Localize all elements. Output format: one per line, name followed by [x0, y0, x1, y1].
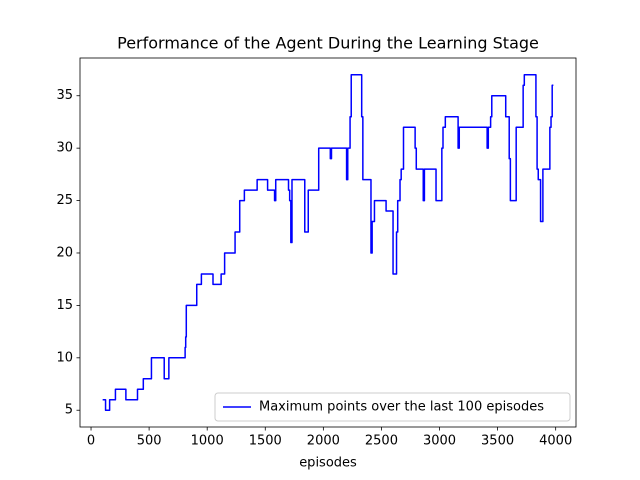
legend-label: Maximum points over the last 100 episode…	[259, 400, 544, 415]
chart-title: Performance of the Agent During the Lear…	[117, 34, 539, 53]
x-tick-label: 1000	[191, 434, 224, 449]
legend-box	[214, 392, 571, 422]
data-line	[102, 74, 554, 411]
x-tick-label: 2500	[365, 434, 398, 449]
y-tick-label: 20	[56, 245, 73, 260]
y-tick-label: 25	[56, 193, 73, 208]
x-tick-label: 1500	[249, 434, 282, 449]
y-tick-label: 15	[56, 298, 73, 313]
y-tick-label: 10	[56, 350, 73, 365]
x-tick-label: 2000	[307, 434, 340, 449]
y-tick-label: 30	[56, 141, 73, 156]
legend: Maximum points over the last 100 episode…	[214, 392, 571, 422]
x-tick-label: 500	[137, 434, 162, 449]
x-tick-label: 4000	[539, 434, 572, 449]
x-tick-label: 3000	[423, 434, 456, 449]
x-tick-label: 0	[87, 434, 95, 449]
axes-frame	[79, 57, 577, 428]
x-tick-label: 3500	[481, 434, 514, 449]
y-tick-label: 5	[65, 403, 73, 418]
y-tick-label: 35	[56, 88, 73, 103]
x-axis-label: episodes	[299, 456, 357, 471]
